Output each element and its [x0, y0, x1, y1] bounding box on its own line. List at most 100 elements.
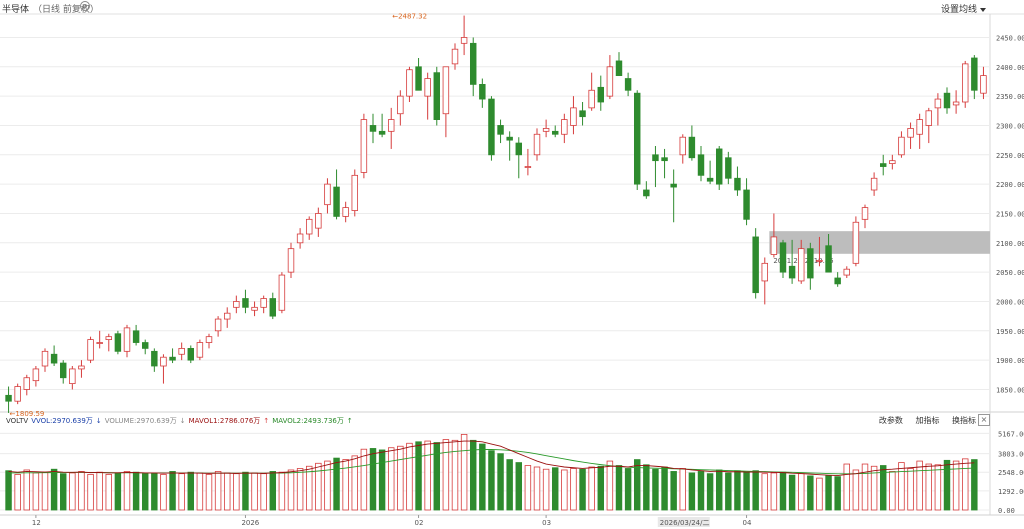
- volume-bar-down: [242, 471, 249, 511]
- candle-up: [424, 78, 431, 97]
- candle-down: [378, 130, 386, 135]
- candle-up: [87, 339, 94, 361]
- volume-bar-up: [606, 460, 614, 511]
- gap-zone-band: [769, 231, 990, 254]
- candle-down: [834, 277, 841, 285]
- volume-bar-down: [807, 475, 814, 511]
- x-tick-label: 2026: [241, 519, 259, 527]
- chart-title: 半导体 （日线 前复权）: [2, 2, 99, 15]
- candle-down: [551, 130, 559, 135]
- candle-up: [442, 66, 450, 115]
- add-indicator-button[interactable]: 加指标: [915, 416, 940, 425]
- volume-bar-up: [41, 471, 49, 511]
- volume-bar-down: [624, 468, 632, 511]
- candle-up: [23, 377, 31, 390]
- volume-tick-label: 2548.00: [998, 469, 1024, 477]
- volume-bar-down: [670, 471, 677, 511]
- volume-bar-up: [861, 463, 869, 511]
- volume-bar-up: [397, 445, 404, 511]
- volume-bar-down: [579, 468, 586, 511]
- candle-up: [351, 174, 359, 211]
- candle-up: [69, 368, 76, 384]
- crosshair-date-box: [657, 517, 710, 527]
- candle-up: [14, 386, 21, 402]
- instrument-name: 半导体: [2, 5, 30, 15]
- candle-down: [5, 394, 12, 402]
- volume-bar-up: [843, 463, 851, 511]
- volume-bar-down: [479, 443, 486, 511]
- ma-settings-label: 设置均线: [940, 5, 977, 15]
- candle-down: [670, 183, 677, 188]
- candle-up: [460, 37, 468, 44]
- candle-up: [342, 207, 349, 217]
- candle-down: [615, 60, 623, 77]
- volume-bar-down: [788, 474, 796, 511]
- candle-up: [406, 69, 413, 97]
- volume-bar-up: [451, 439, 459, 511]
- candle-up: [934, 98, 942, 109]
- volume-legend-item: MAVOL1:2786.076万: [188, 417, 261, 425]
- candle-down: [497, 125, 504, 135]
- price-tick-label: 1950.00: [996, 328, 1024, 336]
- volume-bar-up: [852, 469, 860, 511]
- candle-down: [643, 189, 650, 197]
- volume-bar-up: [351, 455, 359, 511]
- volume-bar-up: [214, 471, 222, 511]
- price-tick-label: 2300.00: [996, 122, 1024, 130]
- volume-bar-up: [889, 471, 896, 511]
- close-volume-panel-button[interactable]: ×: [978, 414, 990, 426]
- candle-up: [96, 342, 103, 344]
- volume-bar-up: [679, 468, 687, 511]
- switch-indicator-button[interactable]: 换指标: [952, 416, 976, 425]
- volume-bar-up: [87, 474, 94, 511]
- volume-bar-up: [324, 460, 331, 511]
- candle-up: [588, 89, 595, 109]
- candle-up: [889, 160, 896, 165]
- volume-bar-up: [588, 466, 595, 511]
- volume-bar-down: [333, 457, 340, 511]
- volume-bar-up: [278, 471, 286, 511]
- candle-down: [242, 298, 249, 308]
- candle-down: [788, 265, 796, 279]
- candle-up: [223, 312, 231, 320]
- ma-settings-dropdown[interactable]: 设置均线: [941, 2, 986, 15]
- volume-bar-up: [32, 472, 40, 511]
- volume-bar-down: [725, 472, 732, 511]
- volume-bar-up: [287, 469, 295, 511]
- candle-up: [980, 75, 987, 94]
- candle-down: [488, 98, 495, 156]
- candle-up: [925, 110, 933, 126]
- volume-bar-up: [123, 471, 131, 511]
- candle-down: [132, 330, 140, 343]
- volume-bar-down: [615, 465, 623, 511]
- candle-down: [333, 186, 340, 217]
- volume-bar-up: [424, 440, 431, 511]
- volume-legend-item: ↑: [346, 417, 353, 425]
- volume-bar-down: [187, 471, 195, 511]
- edit-params-button[interactable]: 改参数: [878, 416, 903, 425]
- volume-bar-down: [132, 471, 140, 511]
- volume-bar-up: [916, 460, 923, 511]
- volume-bar-down: [551, 467, 559, 511]
- volume-bar-down: [59, 473, 67, 511]
- candle-up: [533, 133, 541, 156]
- candle-down: [269, 298, 277, 317]
- volume-bar-up: [315, 462, 322, 511]
- candle-up: [233, 301, 240, 308]
- period-label: （日线 前复权）: [33, 5, 99, 15]
- volume-bar-down: [415, 441, 422, 511]
- caret-down-icon: [980, 7, 986, 12]
- volume-bar-up: [233, 473, 240, 511]
- candle-down: [879, 163, 887, 167]
- candle-up: [542, 127, 550, 132]
- x-tick-label: 03: [542, 519, 551, 527]
- gear-icon[interactable]: [80, 1, 90, 11]
- volume-legend-item: ↓: [95, 417, 102, 425]
- candle-down: [469, 42, 477, 85]
- candle-up: [160, 356, 167, 367]
- chart-header: 半导体 （日线 前复权） 设置均线: [0, 0, 1024, 15]
- volume-bar-up: [460, 433, 468, 511]
- candle-up: [961, 63, 969, 103]
- candle-down: [187, 347, 195, 361]
